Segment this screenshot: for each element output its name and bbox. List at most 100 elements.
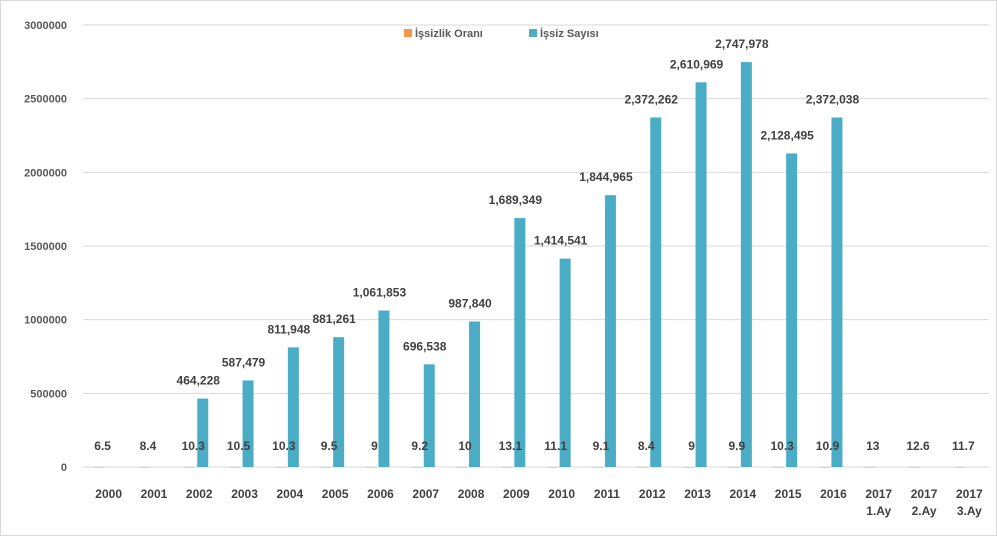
data-label-issiz-sayisi: 2,610,969 bbox=[670, 57, 724, 71]
x-tick-label: 2012 bbox=[639, 487, 666, 501]
bar-issiz-sayisi bbox=[242, 380, 254, 467]
data-label-issiz-sayisi: 2,128,495 bbox=[760, 128, 814, 142]
bar-issizlik-orani bbox=[320, 466, 332, 468]
x-tick-label: 2.Ay bbox=[912, 504, 937, 518]
data-label-issizlik-orani: 12.6 bbox=[906, 439, 930, 453]
data-label-issizlik-orani: 13.1 bbox=[499, 439, 523, 453]
x-tick-label: 2007 bbox=[412, 487, 439, 501]
bar-issizlik-orani bbox=[546, 466, 558, 468]
bar-issiz-sayisi bbox=[650, 117, 662, 468]
legend-label-count: İşsiz Sayısı bbox=[540, 27, 599, 40]
x-tick-label: 2008 bbox=[458, 487, 485, 501]
y-tick-label: 2000000 bbox=[24, 167, 67, 179]
y-tick-label: 1000000 bbox=[24, 315, 67, 327]
x-tick-label: 2015 bbox=[775, 487, 802, 501]
bar-issizlik-orani bbox=[456, 466, 468, 468]
x-tick-label: 2014 bbox=[729, 487, 756, 501]
bar-issizlik-orani bbox=[637, 466, 649, 468]
x-axis-tick-labels: 2000 2001 2002 2003 2004 2005 2006 2007 2008 2009… bbox=[95, 487, 983, 518]
data-label-issizlik-orani: 9.9 bbox=[729, 439, 746, 453]
bar-issiz-sayisi bbox=[831, 117, 843, 467]
legend-swatch-count bbox=[529, 29, 537, 37]
bar-issiz-sayisi bbox=[197, 398, 209, 467]
bar-issiz-sayisi bbox=[740, 62, 752, 468]
data-label-issizlik-orani: 10.5 bbox=[227, 439, 251, 453]
x-tick-label: 2003 bbox=[231, 487, 258, 501]
bar-issizlik-orani bbox=[591, 466, 603, 468]
data-label-issiz-sayisi: 2,372,038 bbox=[806, 93, 860, 107]
data-label-issizlik-orani: 9.5 bbox=[321, 439, 338, 453]
data-label-issizlik-orani: 11.7 bbox=[952, 439, 975, 453]
data-label-issizlik-orani: 11.1 bbox=[544, 439, 567, 453]
y-tick-label: 2500000 bbox=[24, 94, 67, 106]
data-label-issizlik-orani: 13 bbox=[866, 439, 880, 453]
bar-issizlik-orani bbox=[274, 466, 286, 468]
legend: İşsizlik Oranı İşsiz Sayısı bbox=[404, 27, 599, 40]
x-tick-label: 2017 bbox=[956, 487, 983, 501]
data-label-issizlik-orani: 9.2 bbox=[411, 439, 428, 453]
bar-issizlik-orani bbox=[184, 466, 196, 468]
x-tick-label: 2010 bbox=[548, 487, 575, 501]
y-tick-label: 1500000 bbox=[24, 241, 67, 253]
bar-issizlik-orani bbox=[138, 466, 150, 468]
data-label-issizlik-orani: 10.3 bbox=[770, 439, 794, 453]
bar-issiz-sayisi bbox=[287, 347, 299, 467]
y-axis-tick-labels: 0 500000 1000000 1500000 2000000 2500000 30000… bbox=[24, 20, 67, 474]
data-label-issizlik-orani: 10 bbox=[458, 439, 472, 453]
bar-issizlik-orani bbox=[365, 466, 377, 468]
bar-issizlik-orani bbox=[229, 466, 241, 468]
x-tick-label: 2001 bbox=[141, 487, 168, 501]
x-tick-label: 2017 bbox=[911, 487, 938, 501]
data-label-issiz-sayisi: 987,840 bbox=[448, 296, 492, 310]
legend-swatch-rate bbox=[404, 29, 412, 37]
x-tick-label: 2011 bbox=[594, 487, 620, 501]
data-label-issiz-sayisi: 881,261 bbox=[312, 312, 356, 326]
x-tick-label: 3.Ay bbox=[957, 504, 982, 518]
bar-issiz-sayisi bbox=[514, 218, 526, 467]
y-tick-label: 3000000 bbox=[24, 20, 67, 32]
bar-issiz-sayisi bbox=[695, 82, 707, 467]
data-label-issiz-sayisi: 696,538 bbox=[403, 339, 447, 353]
data-label-issiz-sayisi: 2,747,978 bbox=[715, 37, 769, 51]
x-tick-label: 2000 bbox=[95, 487, 122, 501]
data-labels: 6.5 8.4 10.3 464,228 10.5 587,479 10.3 811,948 9… bbox=[94, 37, 975, 453]
x-tick-label: 2004 bbox=[276, 487, 303, 501]
bar-issiz-sayisi bbox=[423, 364, 435, 467]
data-label-issiz-sayisi: 1,689,349 bbox=[489, 193, 543, 207]
bar-issizlik-orani bbox=[93, 466, 105, 468]
data-label-issiz-sayisi: 464,228 bbox=[177, 374, 221, 388]
data-label-issizlik-orani: 9.1 bbox=[593, 439, 610, 453]
data-label-issiz-sayisi: 1,414,541 bbox=[534, 234, 588, 248]
data-label-issizlik-orani: 10.3 bbox=[182, 439, 206, 453]
bar-issiz-sayisi bbox=[559, 258, 571, 467]
x-tick-label: 2005 bbox=[322, 487, 349, 501]
data-label-issizlik-orani: 9 bbox=[371, 439, 378, 453]
data-label-issizlik-orani: 10.9 bbox=[816, 439, 840, 453]
data-label-issiz-sayisi: 587,479 bbox=[222, 355, 266, 369]
bar-issiz-sayisi bbox=[333, 337, 345, 467]
data-label-issizlik-orani: 10.3 bbox=[272, 439, 296, 453]
data-label-issiz-sayisi: 1,061,853 bbox=[353, 286, 407, 300]
x-tick-label: 2006 bbox=[367, 487, 394, 501]
x-tick-label: 2002 bbox=[186, 487, 213, 501]
bar-issiz-sayisi bbox=[786, 153, 798, 467]
x-tick-label: 2013 bbox=[684, 487, 711, 501]
data-label-issizlik-orani: 8.4 bbox=[140, 439, 157, 453]
data-label-issizlik-orani: 9 bbox=[688, 439, 695, 453]
y-tick-label: 0 bbox=[61, 462, 67, 474]
x-tick-label: 2017 bbox=[865, 487, 892, 501]
bar-issiz-sayisi bbox=[378, 310, 390, 467]
y-tick-label: 500000 bbox=[30, 388, 67, 400]
bar-issizlik-orani bbox=[501, 466, 513, 468]
legend-label-rate: İşsizlik Oranı bbox=[415, 27, 483, 40]
data-label-issiz-sayisi: 1,844,965 bbox=[579, 170, 633, 184]
bars-group bbox=[93, 62, 966, 468]
bar-issizlik-orani bbox=[410, 466, 422, 468]
data-label-issizlik-orani: 6.5 bbox=[94, 439, 111, 453]
data-label-issizlik-orani: 8.4 bbox=[638, 439, 655, 453]
bar-issizlik-orani bbox=[863, 466, 875, 468]
x-tick-label: 2009 bbox=[503, 487, 530, 501]
bar-issiz-sayisi bbox=[469, 321, 481, 467]
